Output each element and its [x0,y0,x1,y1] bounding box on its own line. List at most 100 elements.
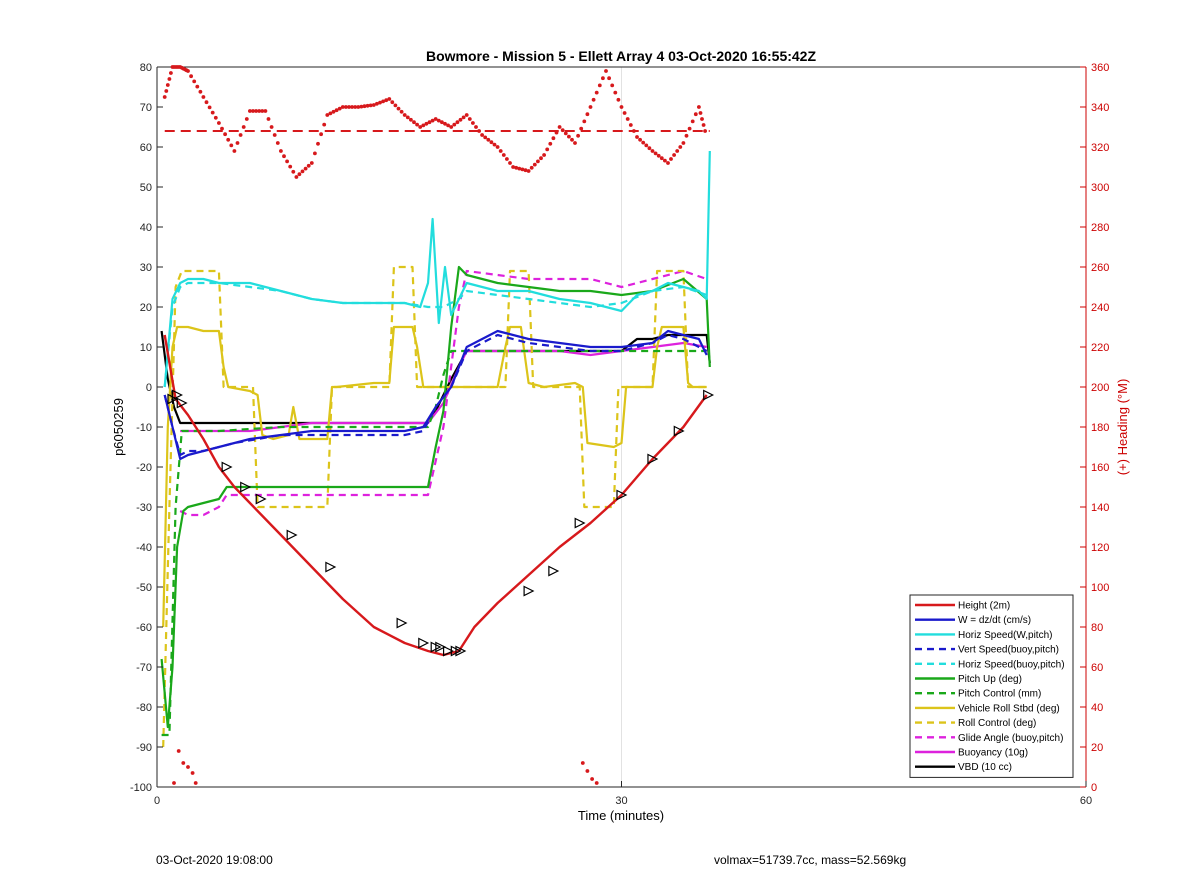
y-right-tick-label: 0 [1091,782,1097,794]
heading-dot [461,115,466,120]
heading-dot [399,109,404,114]
heading-dot [424,121,429,126]
heading-dot [251,109,255,113]
heading-dot [545,147,550,152]
heading-dot [520,167,525,172]
y-left-tick-label: 10 [140,342,152,354]
heading-dot [269,125,274,129]
heading-dot [449,125,454,129]
heading-dot [165,83,170,87]
heading-dot [232,149,237,153]
y-right-tick-label: 320 [1091,142,1109,154]
heading-dot [325,113,330,117]
heading-dot [316,141,320,146]
series-line-glide-angle-buoy-pitch [179,269,708,517]
heading-dot [573,141,577,145]
heading-dot [195,84,200,89]
heading-dot [551,136,556,141]
heading-dot [647,146,652,151]
y-right-tick-label: 20 [1091,742,1103,754]
heading-dot [427,120,432,125]
heading-dot [628,123,633,127]
heading-dot [644,143,649,148]
heading-dot [365,103,370,108]
y-left-tick-label: 40 [140,222,152,234]
heading-dot [638,137,642,142]
heading-dot [570,137,574,142]
heading-dot [582,119,587,124]
y-right-tick-label: 280 [1091,222,1109,234]
x-tick-label: 0 [154,795,160,807]
legend-label-height-2m: Height (2m) [958,601,1010,612]
series-line-roll-control-deg [162,265,707,748]
y-right-tick-label: 220 [1091,342,1109,354]
heading-dot [396,106,401,111]
y-right-tick-label: 80 [1091,622,1103,634]
height-marker [455,645,467,657]
y-right-tick-label: 180 [1091,422,1109,434]
heading-dot [641,140,646,145]
heading-dot [223,132,228,137]
series-line-vehicle-roll-stbd-deg [162,325,707,628]
heading-dot [610,83,615,88]
heading-dot [266,117,271,121]
heading-dot [384,98,389,103]
heading-dot [405,115,410,120]
heading-dot [700,117,704,121]
heading-dot [452,122,457,127]
heading-dot [164,89,169,93]
heading-dot [471,121,475,125]
legend-label-vert-speed-buoy-pitch: Vert Speed(buoy,pitch) [958,645,1059,656]
legend-label-buoyancy-10g: Buoyancy (10g) [958,748,1028,759]
y-axis-left-label: p6050259 [111,398,126,456]
y-left-tick-label: 80 [140,62,152,74]
heading-dot [474,125,478,129]
heading-dot [656,153,661,158]
heading-dot [344,105,348,109]
heading-dot [678,145,683,149]
series-line-horiz-speed-w-pitch [163,150,711,388]
heading-dot [613,90,618,95]
heading-dot [480,133,484,137]
y-left-tick-label: -40 [136,542,152,554]
heading-dot [282,154,286,159]
y-left-tick-label: 70 [140,102,152,114]
heading-dot [529,165,534,170]
heading-dot [458,117,463,122]
height-marker [673,425,685,437]
heading-dot [260,109,265,113]
heading-dot [563,131,568,136]
heading-dot [229,143,234,148]
x-axis-label: Time (minutes) [578,808,664,823]
heading-dot [313,151,317,156]
heading-dot [580,761,585,765]
y-right-tick-label: 240 [1091,302,1109,314]
heading-dot [322,122,327,127]
heading-dot [557,125,562,129]
heading-dot [669,157,673,161]
heading-dot [635,135,639,139]
heading-dot [508,161,512,165]
heading-dot [597,83,602,88]
legend-label-pitch-up-deg: Pitch Up (deg) [958,674,1022,685]
heading-dot [486,137,491,142]
height-marker [418,637,430,649]
heading-dot [390,100,395,105]
heading-dot [371,103,376,107]
heading-dot [576,133,580,138]
y-left-tick-label: -80 [136,702,152,714]
heading-dot [220,126,224,131]
heading-dot [548,141,553,146]
heading-dot [393,103,398,108]
heading-dot [275,141,280,145]
heading-dot [244,117,249,121]
footer-timestamp: 03-Oct-2020 19:08:00 [156,853,273,867]
x-tick-label: 60 [1080,795,1092,807]
heading-dot [309,161,314,165]
y-left-tick-label: -30 [136,502,152,514]
heading-dot [412,120,416,125]
heading-dot [331,109,336,114]
height-marker [574,517,586,529]
y-left-tick-label: 30 [140,262,152,274]
series-line-pitch-up-deg [160,265,711,729]
